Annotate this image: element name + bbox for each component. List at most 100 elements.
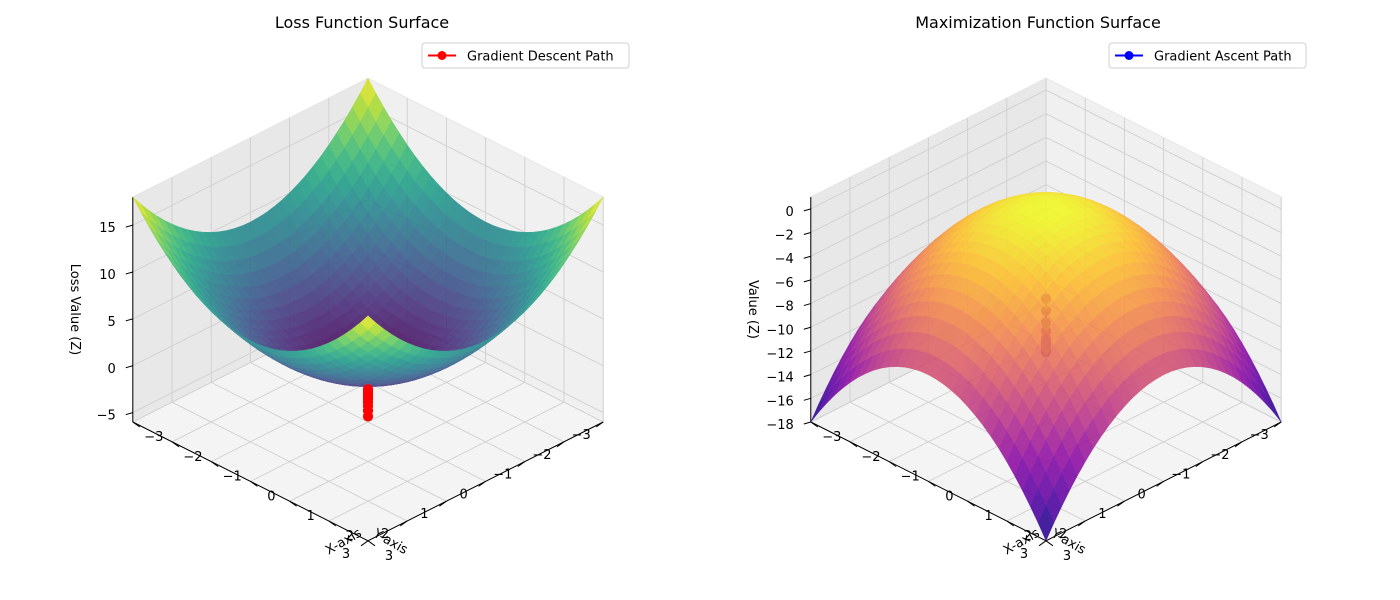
y-tick-label: 2 [1059, 527, 1067, 542]
legend-marker [437, 51, 447, 60]
chart-title: Maximization Function Surface [915, 13, 1161, 32]
z-tick-label: −4 [775, 252, 794, 267]
y-tick-label: −3 [1250, 428, 1269, 443]
z-tick-label: −16 [766, 394, 793, 409]
y-tick-label: −2 [1210, 448, 1229, 463]
x-tick-label: 2 [1024, 529, 1032, 544]
x-tick-label: −1 [223, 470, 242, 485]
x-tick-label: 0 [945, 489, 953, 504]
z-axis-label: Loss Value (Z) [67, 264, 82, 356]
y-tick-mark [439, 500, 447, 507]
x-tick-label: 0 [267, 489, 275, 504]
z-tick-label: 5 [108, 315, 116, 330]
x-tick-mark [328, 520, 337, 527]
y-tick-label: −1 [1171, 468, 1190, 483]
z-tick-mark [803, 421, 811, 425]
x-tick-mark [849, 441, 858, 448]
y-tick-mark [556, 441, 565, 448]
chart-title: Loss Function Surface [275, 13, 449, 32]
z-axis-label: Value (Z) [745, 280, 760, 339]
z-tick-mark [803, 279, 811, 283]
x-tick-mark [928, 480, 936, 487]
x-tick-mark [967, 500, 975, 507]
x-tick-label: 1 [306, 509, 314, 524]
y-tick-label: 3 [1020, 547, 1028, 562]
z-tick-mark [125, 224, 133, 228]
y-tick-label: 1 [420, 507, 428, 522]
x-tick-mark [1006, 520, 1015, 527]
x-tick-mark [810, 421, 819, 428]
legend-marker [1124, 51, 1134, 60]
legend-box [1108, 42, 1307, 69]
x-tick-mark [1045, 540, 1054, 547]
y-tick-label: 1 [1098, 507, 1106, 522]
surface [810, 192, 1282, 542]
x-tick-mark [171, 441, 180, 448]
y-tick-mark [1038, 540, 1047, 547]
y-tick-mark [595, 421, 604, 428]
z-tick-mark [803, 255, 811, 259]
y-tick-mark [1077, 520, 1086, 527]
y-tick-label: 3 [342, 547, 350, 562]
z-tick-label: 15 [99, 221, 116, 236]
z-tick-label: −5 [97, 409, 116, 424]
x-tick-label: 3 [1063, 549, 1071, 564]
z-tick-label: −10 [766, 323, 793, 338]
z-tick-label: −8 [775, 300, 794, 315]
surface [132, 77, 604, 387]
x-tick-mark [250, 480, 258, 487]
y-tick-label: −3 [572, 428, 591, 443]
y-tick-mark [1156, 480, 1164, 487]
x-tick-mark [289, 500, 297, 507]
x-tick-label: 3 [385, 549, 393, 564]
y-tick-label: 0 [459, 487, 467, 502]
z-tick-label: −6 [775, 276, 794, 291]
z-tick-mark [125, 318, 133, 322]
path-point [362, 384, 374, 395]
z-tick-label: −18 [766, 418, 793, 433]
z-tick-mark [803, 232, 811, 236]
x-tick-mark [367, 540, 376, 547]
z-tick-label: 10 [99, 268, 116, 283]
z-tick-mark [803, 374, 811, 378]
legend-box [421, 42, 630, 69]
y-tick-label: 2 [381, 527, 389, 542]
z-tick-mark [803, 326, 811, 330]
z-tick-mark [803, 350, 811, 354]
y-tick-mark [1234, 441, 1243, 448]
x-tick-mark [210, 461, 219, 468]
chart-1: −3−2−10123−3−2−10123−18−16−14−12−10−8−6−… [745, 13, 1307, 564]
z-tick-mark [125, 365, 133, 369]
x-tick-label: −3 [822, 430, 841, 445]
x-tick-label: 1 [984, 509, 992, 524]
legend: Gradient Ascent Path [1108, 42, 1307, 69]
z-tick-mark [803, 208, 811, 212]
x-tick-label: −1 [901, 470, 920, 485]
y-tick-mark [1117, 500, 1125, 507]
x-tick-label: −2 [183, 450, 202, 465]
legend-label: Gradient Descent Path [467, 50, 614, 65]
z-tick-mark [803, 397, 811, 401]
x-tick-label: −3 [144, 430, 163, 445]
y-tick-label: −2 [532, 448, 551, 463]
x-tick-label: −2 [861, 450, 880, 465]
y-tick-label: −1 [493, 468, 512, 483]
legend: Gradient Descent Path [421, 42, 630, 69]
y-tick-mark [517, 461, 526, 468]
z-tick-mark [125, 271, 133, 275]
x-tick-mark [132, 421, 141, 428]
y-tick-mark [1195, 461, 1204, 468]
z-tick-label: −14 [766, 371, 793, 386]
z-tick-mark [803, 303, 811, 307]
y-tick-mark [478, 480, 486, 487]
path-series [362, 384, 374, 422]
z-tick-label: −2 [775, 229, 794, 244]
x-tick-label: 2 [346, 529, 354, 544]
y-tick-label: 0 [1137, 487, 1145, 502]
y-tick-mark [399, 520, 408, 527]
y-tick-mark [1273, 421, 1282, 428]
x-tick-mark [888, 461, 897, 468]
y-tick-mark [360, 540, 369, 547]
